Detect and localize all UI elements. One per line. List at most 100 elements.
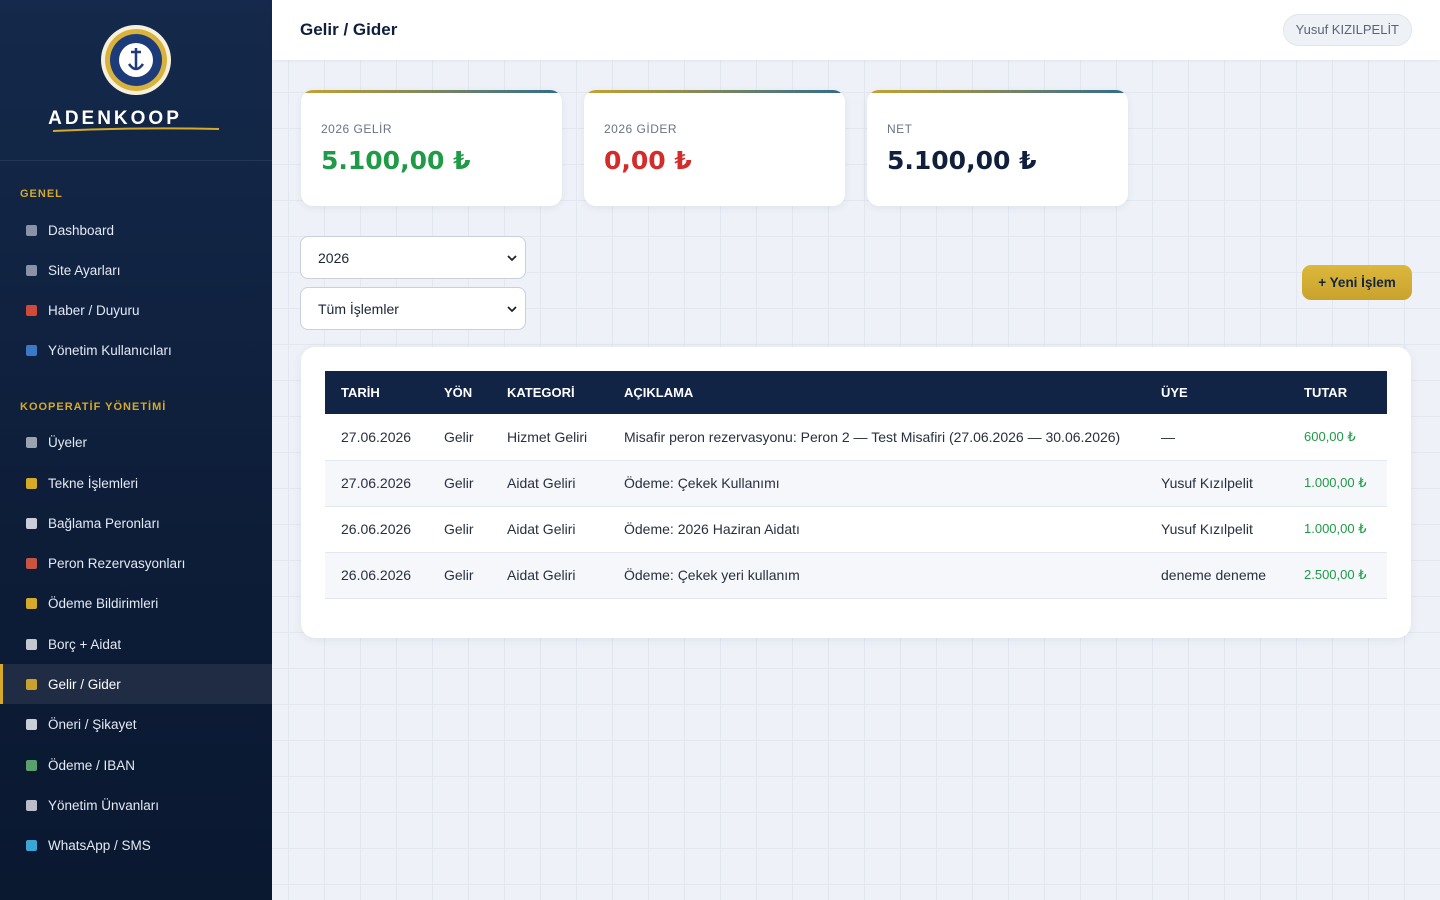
stat-value: 0,00 ₺ (604, 146, 692, 175)
stat-card: 2026 GİDER 0,00 ₺ (584, 90, 845, 206)
table-body: 27.06.2026 Gelir Hizmet Geliri Misafir pero… (325, 414, 1387, 599)
nav-icon (26, 597, 37, 609)
table-cell: Gelir (428, 414, 491, 461)
nav-icon (26, 759, 37, 771)
table-cell: Yusuf Kızılpelit (1145, 460, 1288, 507)
topbar: Gelir / Gider Yusuf KIZILPELİT (272, 0, 1440, 60)
table-cell: Gelir (428, 506, 491, 553)
nav-label: Öneri / Şikayet (48, 716, 137, 732)
nav-label: Haber / Duyuru (48, 302, 140, 318)
nav-label: Yönetim Kullanıcıları (48, 342, 172, 358)
nav-item[interactable]: Ödeme / IBAN (0, 745, 272, 785)
type-select[interactable]: Tüm İşlemler (300, 287, 526, 330)
table-cell: Aidat Geliri (491, 506, 608, 553)
nav-icon (26, 264, 37, 276)
logo (101, 25, 171, 95)
nav-label: Bağlama Peronları (48, 515, 160, 531)
sidebar: ADENKOOP GENEL Dashboard Site Ayarları Habe… (0, 0, 272, 900)
chevron (507, 306, 517, 313)
nav-icon (26, 718, 37, 730)
nav-item[interactable]: Site Ayarları (0, 250, 272, 290)
stat-label: 2026 GELİR (321, 122, 393, 136)
nav-item[interactable]: Ödeme Bildirimleri (0, 583, 272, 623)
column-header: TARİH (325, 371, 428, 414)
new-button[interactable]: + Yeni İşlem (1302, 265, 1412, 300)
table-cell: — (1145, 414, 1288, 461)
stat-card: 2026 GELİR 5.100,00 ₺ (301, 90, 562, 206)
table-row: 26.06.2026 Gelir Aidat Geliri Ödeme: Çekek … (325, 552, 1387, 599)
nav-label: Ödeme Bildirimleri (48, 595, 159, 611)
nav-item[interactable]: Bağlama Peronları (0, 503, 272, 543)
nav-label: Tekne İşlemleri (48, 475, 139, 491)
table-cell: Aidat Geliri (491, 460, 608, 507)
table-cell: Misafir peron rezervasyonu: Peron 2 — Te… (608, 414, 1145, 461)
table-cell: 1.000,00 ₺ (1288, 460, 1387, 507)
nav-label: Site Ayarları (48, 262, 121, 278)
table-cell: Aidat Geliri (491, 552, 608, 599)
table-cell: Hizmet Geliri (491, 414, 608, 461)
table-cell: 27.06.2026 (325, 414, 428, 461)
nav-item[interactable]: WhatsApp / SMS (0, 825, 272, 865)
column-header: TUTAR (1288, 371, 1387, 414)
header-row: TARİH YÖN KATEGORİ AÇIKLAMA ÜYE TUTAR (325, 371, 1387, 414)
nav-item[interactable]: Peron Rezervasyonları (0, 543, 272, 583)
nav-icon (26, 436, 37, 448)
nav-label: Dashboard (48, 222, 115, 238)
table: TARİH YÖN KATEGORİ AÇIKLAMA ÜYE TUTAR 27.06.20… (325, 371, 1387, 599)
table-cell: Ödeme: 2026 Haziran Aidatı (608, 506, 1145, 553)
nav-label: Peron Rezervasyonları (48, 555, 186, 571)
nav-icon (26, 557, 37, 569)
nav-item[interactable]: Üyeler (0, 422, 272, 462)
column-header: ÜYE (1145, 371, 1288, 414)
year-select[interactable]: 2026 (300, 236, 526, 279)
stat-value: 5.100,00 ₺ (321, 146, 471, 175)
nav-label: Yönetim Ünvanları (48, 797, 160, 813)
column-header: AÇIKLAMA (608, 371, 1145, 414)
stat-label: NET (887, 122, 913, 136)
table-cell: 27.06.2026 (325, 460, 428, 507)
year-value: 2026 (318, 250, 350, 266)
nav-label: Ödeme / IBAN (48, 757, 136, 773)
table-cell: 2.500,00 ₺ (1288, 552, 1387, 599)
table-row: 27.06.2026 Gelir Hizmet Geliri Misafir pero… (325, 414, 1387, 461)
nav-item[interactable]: Yönetim Ünvanları (0, 785, 272, 825)
nav-section-title: KOOPERATİF YÖNETİMİ (20, 401, 167, 413)
nav-item[interactable]: Dashboard (0, 210, 272, 250)
chevron (507, 255, 517, 262)
nav-icon (26, 304, 37, 316)
nav-item[interactable]: Tekne İşlemleri (0, 463, 272, 503)
nav-item[interactable]: Gelir / Gider (0, 664, 272, 704)
nav-icon (26, 799, 37, 811)
nav-icon (26, 839, 37, 851)
table-cell: Ödeme: Çekek Kullanımı (608, 460, 1145, 507)
stat-value: 5.100,00 ₺ (887, 146, 1037, 175)
table-cell: 600,00 ₺ (1288, 414, 1387, 461)
column-header: KATEGORİ (491, 371, 608, 414)
nav-label: WhatsApp / SMS (48, 837, 151, 853)
nav-item[interactable]: Haber / Duyuru (0, 290, 272, 330)
main: Gelir / Gider Yusuf KIZILPELİT 2026 GELİ… (272, 0, 1440, 900)
table-cell: Ödeme: Çekek yeri kullanım (608, 552, 1145, 599)
table-cell: 26.06.2026 (325, 552, 428, 599)
nav-section-title: GENEL (20, 188, 63, 200)
brand-area: ADENKOOP (0, 0, 272, 161)
nav-icon (26, 678, 37, 690)
table-cell: 1.000,00 ₺ (1288, 506, 1387, 553)
table-row: 26.06.2026 Gelir Aidat Geliri Ödeme: 2026 H… (325, 506, 1387, 553)
type-value: Tüm İşlemler (318, 301, 399, 317)
brand-swoosh (52, 127, 220, 132)
table-panel: TARİH YÖN KATEGORİ AÇIKLAMA ÜYE TUTAR 27.06.20… (301, 347, 1411, 638)
column-header: YÖN (428, 371, 491, 414)
nav-label: Borç + Aidat (48, 636, 122, 652)
page-title: Gelir / Gider (300, 20, 398, 39)
nav-icon (26, 224, 37, 236)
nav-item[interactable]: Borç + Aidat (0, 624, 272, 664)
nav-icon (26, 517, 37, 529)
user-chip[interactable]: Yusuf KIZILPELİT (1282, 14, 1412, 46)
nav-icon (26, 638, 37, 650)
nav-item[interactable]: Yönetim Kullanıcıları (0, 330, 272, 370)
stat-label: 2026 GİDER (604, 122, 678, 136)
nav-item[interactable]: Öneri / Şikayet (0, 704, 272, 744)
table-row: 27.06.2026 Gelir Aidat Geliri Ödeme: Çekek … (325, 460, 1387, 507)
